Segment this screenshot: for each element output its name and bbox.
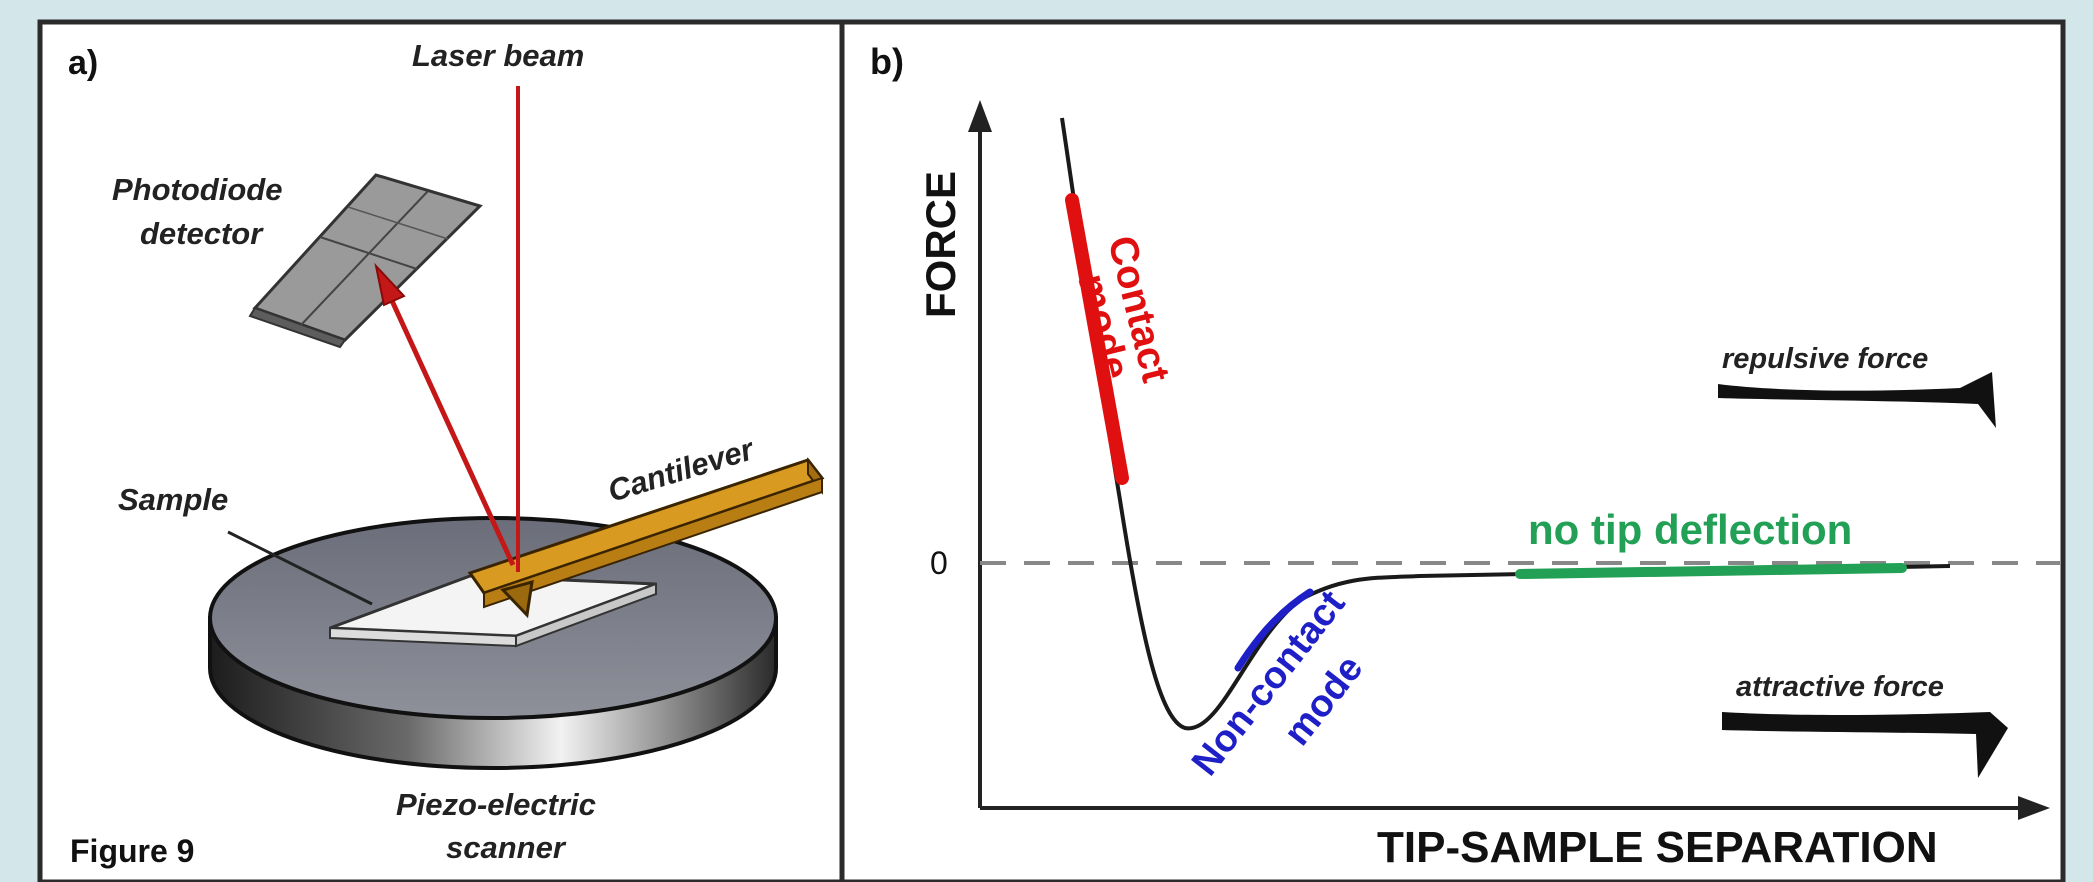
repulsive-force-label: repulsive force — [1722, 343, 1928, 375]
reflected-beam-arrowhead — [374, 262, 406, 307]
panel-b-tag: b) — [870, 41, 904, 82]
sample-label: Sample — [118, 482, 228, 517]
panel-b-frame — [839, 19, 2066, 882]
repulsive-force-glyph — [1718, 372, 1996, 428]
no-deflection-label: no tip deflection — [1528, 506, 1852, 553]
laser-beam — [374, 86, 520, 572]
noncontact-mode-segment — [1234, 588, 1314, 672]
cantilever-tip — [500, 579, 534, 619]
contact-mode-segment — [1065, 193, 1129, 485]
attractive-force-glyph — [1722, 712, 2008, 778]
photodiode-label-line1: Photodiode — [112, 172, 282, 207]
sample-pointer — [227, 530, 373, 606]
panel-b: b) FORCE TIP-SAMPLE SEPARATION 0 Contact… — [839, 19, 2066, 882]
panel-a-tag: a) — [68, 44, 98, 82]
figure-caption: Figure 9 — [70, 833, 194, 869]
y-axis-arrowhead — [968, 100, 992, 132]
no-deflection-segment — [1515, 563, 1907, 579]
x-axis-arrowhead — [2018, 796, 2050, 820]
y-axis-label: FORCE — [917, 171, 964, 318]
photodiode-detector — [248, 173, 483, 349]
laser-beam-label: Laser beam — [412, 38, 584, 73]
attractive-force-label: attractive force — [1736, 671, 1944, 703]
scanner-label-line2: scanner — [446, 830, 567, 865]
zero-tick-label: 0 — [930, 545, 948, 581]
panel-a: a) — [37, 19, 845, 882]
cantilever — [467, 457, 825, 619]
photodiode-label-line2: detector — [140, 216, 264, 251]
x-axis-label: TIP-SAMPLE SEPARATION — [1377, 823, 1938, 872]
scanner-label-line1: Piezo-electric — [396, 787, 596, 822]
sample — [329, 574, 657, 648]
